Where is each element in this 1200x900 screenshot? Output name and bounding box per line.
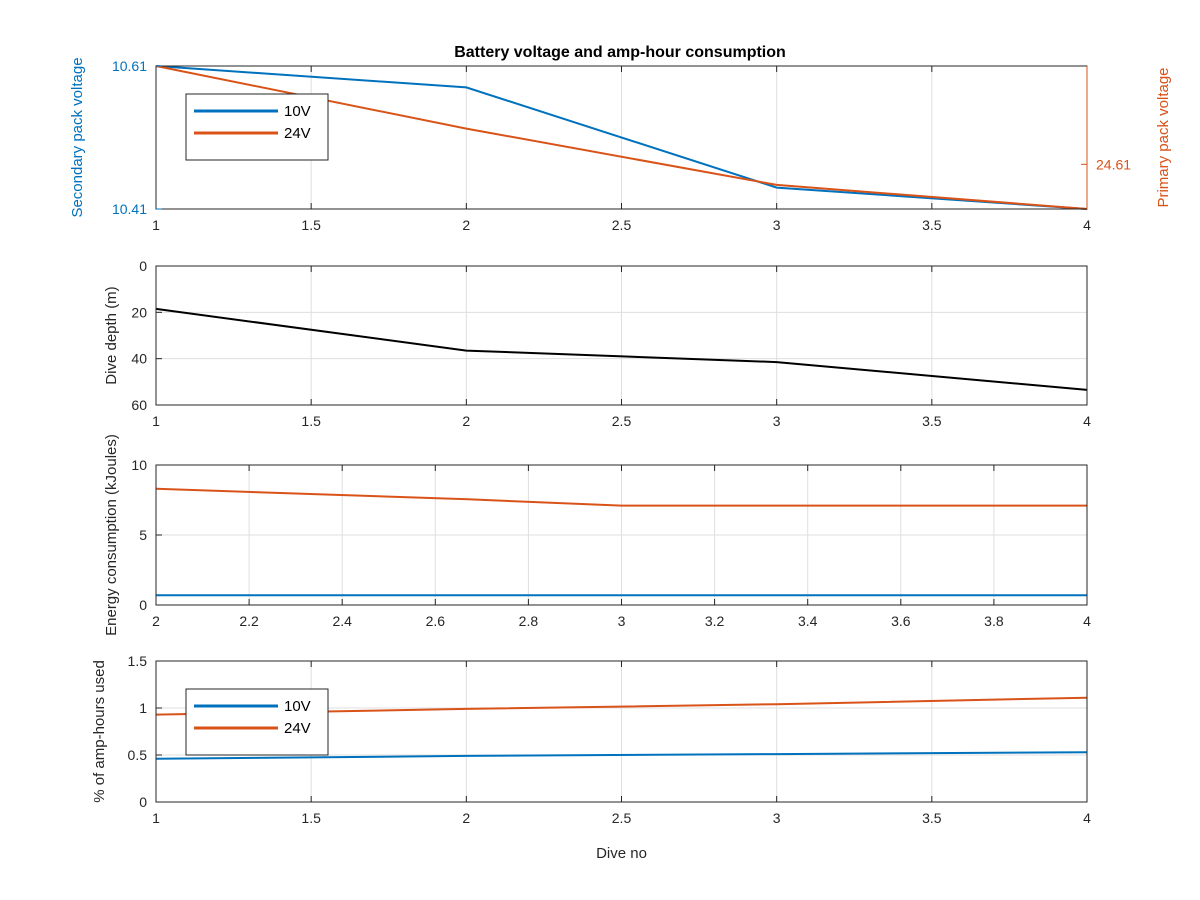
y-tick-label: 10.41 xyxy=(112,201,147,217)
y-tick-label: 0.5 xyxy=(128,747,148,763)
x-axis-label: Dive no xyxy=(596,845,647,862)
x-tick-label: 1.5 xyxy=(301,810,321,826)
x-tick-label: 4 xyxy=(1083,810,1091,826)
chart-title: Battery voltage and amp-hour consumption xyxy=(454,44,786,61)
y-tick-label: 20 xyxy=(131,304,147,320)
x-tick-label: 1 xyxy=(152,810,160,826)
legend-label-10v: 10V xyxy=(284,698,311,715)
x-tick-label: 4 xyxy=(1083,413,1091,429)
y-tick-label: 10.61 xyxy=(112,58,147,74)
x-tick-label: 2 xyxy=(462,810,470,826)
right-tick-label: 24.61 xyxy=(1096,156,1131,172)
y-tick-label: 1 xyxy=(139,700,147,716)
legend-box xyxy=(185,688,329,756)
x-tick-label: 2.5 xyxy=(612,217,632,233)
x-tick-label: 3 xyxy=(773,217,781,233)
legend-label-10v: 10V xyxy=(284,103,311,120)
legend-label-24v: 24V xyxy=(284,720,311,737)
x-tick-label: 3 xyxy=(773,413,781,429)
panel-3: 2 2.2 2.4 2.6 2.8 3 3.2 3.4 3.6 3.8 4 0 5 10 Energy co… xyxy=(103,434,1091,636)
y-tick-label: 1.5 xyxy=(128,653,148,669)
y-tick-label: 0 xyxy=(139,597,147,613)
x-tick-label: 3 xyxy=(773,810,781,826)
y-axis-label: % of amp-hours used xyxy=(91,660,108,803)
y-tick-label: 0 xyxy=(139,258,147,274)
y-axis-label-right: Primary pack voltage xyxy=(1155,67,1172,207)
panel-4: 1 1.5 2 2.5 3 3.5 4 0 0.5 1 1.5 % of amp-hours used… xyxy=(91,653,1091,862)
x-tick-label: 2 xyxy=(152,613,160,629)
y-axis-label: Dive depth (m) xyxy=(103,286,120,384)
y-tick-label: 60 xyxy=(131,397,147,413)
series-line-series-1 xyxy=(155,307,1088,391)
x-tick-label: 2 xyxy=(462,413,470,429)
series-line-10v xyxy=(155,751,1088,760)
x-tick-label: 3.5 xyxy=(922,413,942,429)
series-line-10v xyxy=(155,65,1088,210)
x-tick-label: 3.5 xyxy=(922,810,942,826)
y-axis-label: Energy consumption (kJoules) xyxy=(103,434,120,636)
x-tick-label: 2.5 xyxy=(612,810,632,826)
x-tick-label: 1.5 xyxy=(301,217,321,233)
x-tick-label: 2.8 xyxy=(519,613,539,629)
y-axis-label-left: Secondary pack voltage xyxy=(69,57,86,217)
y-tick-label: 40 xyxy=(131,351,147,367)
series-line-series-1 xyxy=(155,487,1087,507)
x-tick-label: 1 xyxy=(152,413,160,429)
x-tick-label: 4 xyxy=(1083,217,1091,233)
x-tick-label: 3.4 xyxy=(798,613,818,629)
x-tick-label: 3 xyxy=(618,613,626,629)
y-tick-label: 5 xyxy=(139,527,147,543)
y-tick-label: 0 xyxy=(139,794,147,810)
y-tick-label: 10 xyxy=(131,457,147,473)
panel-1: 1 1.5 2 2.5 3 3.5 4 10.61 10.41 Secondary pack vo… xyxy=(69,57,1172,233)
x-tick-label: 3.5 xyxy=(922,217,942,233)
x-tick-label: 2.2 xyxy=(239,613,259,629)
x-tick-label: 2.6 xyxy=(426,613,446,629)
legend-box xyxy=(185,93,329,161)
x-tick-label: 2.4 xyxy=(332,613,352,629)
legend-label-24v: 24V xyxy=(284,125,311,142)
x-tick-label: 1.5 xyxy=(301,413,321,429)
x-tick-label: 3.2 xyxy=(705,613,725,629)
x-tick-label: 2.5 xyxy=(612,413,632,429)
x-tick-label: 4 xyxy=(1083,613,1091,629)
x-tick-label: 3.8 xyxy=(984,613,1004,629)
x-tick-label: 1 xyxy=(152,217,160,233)
x-tick-label: 3.6 xyxy=(891,613,911,629)
x-tick-label: 2 xyxy=(462,217,470,233)
